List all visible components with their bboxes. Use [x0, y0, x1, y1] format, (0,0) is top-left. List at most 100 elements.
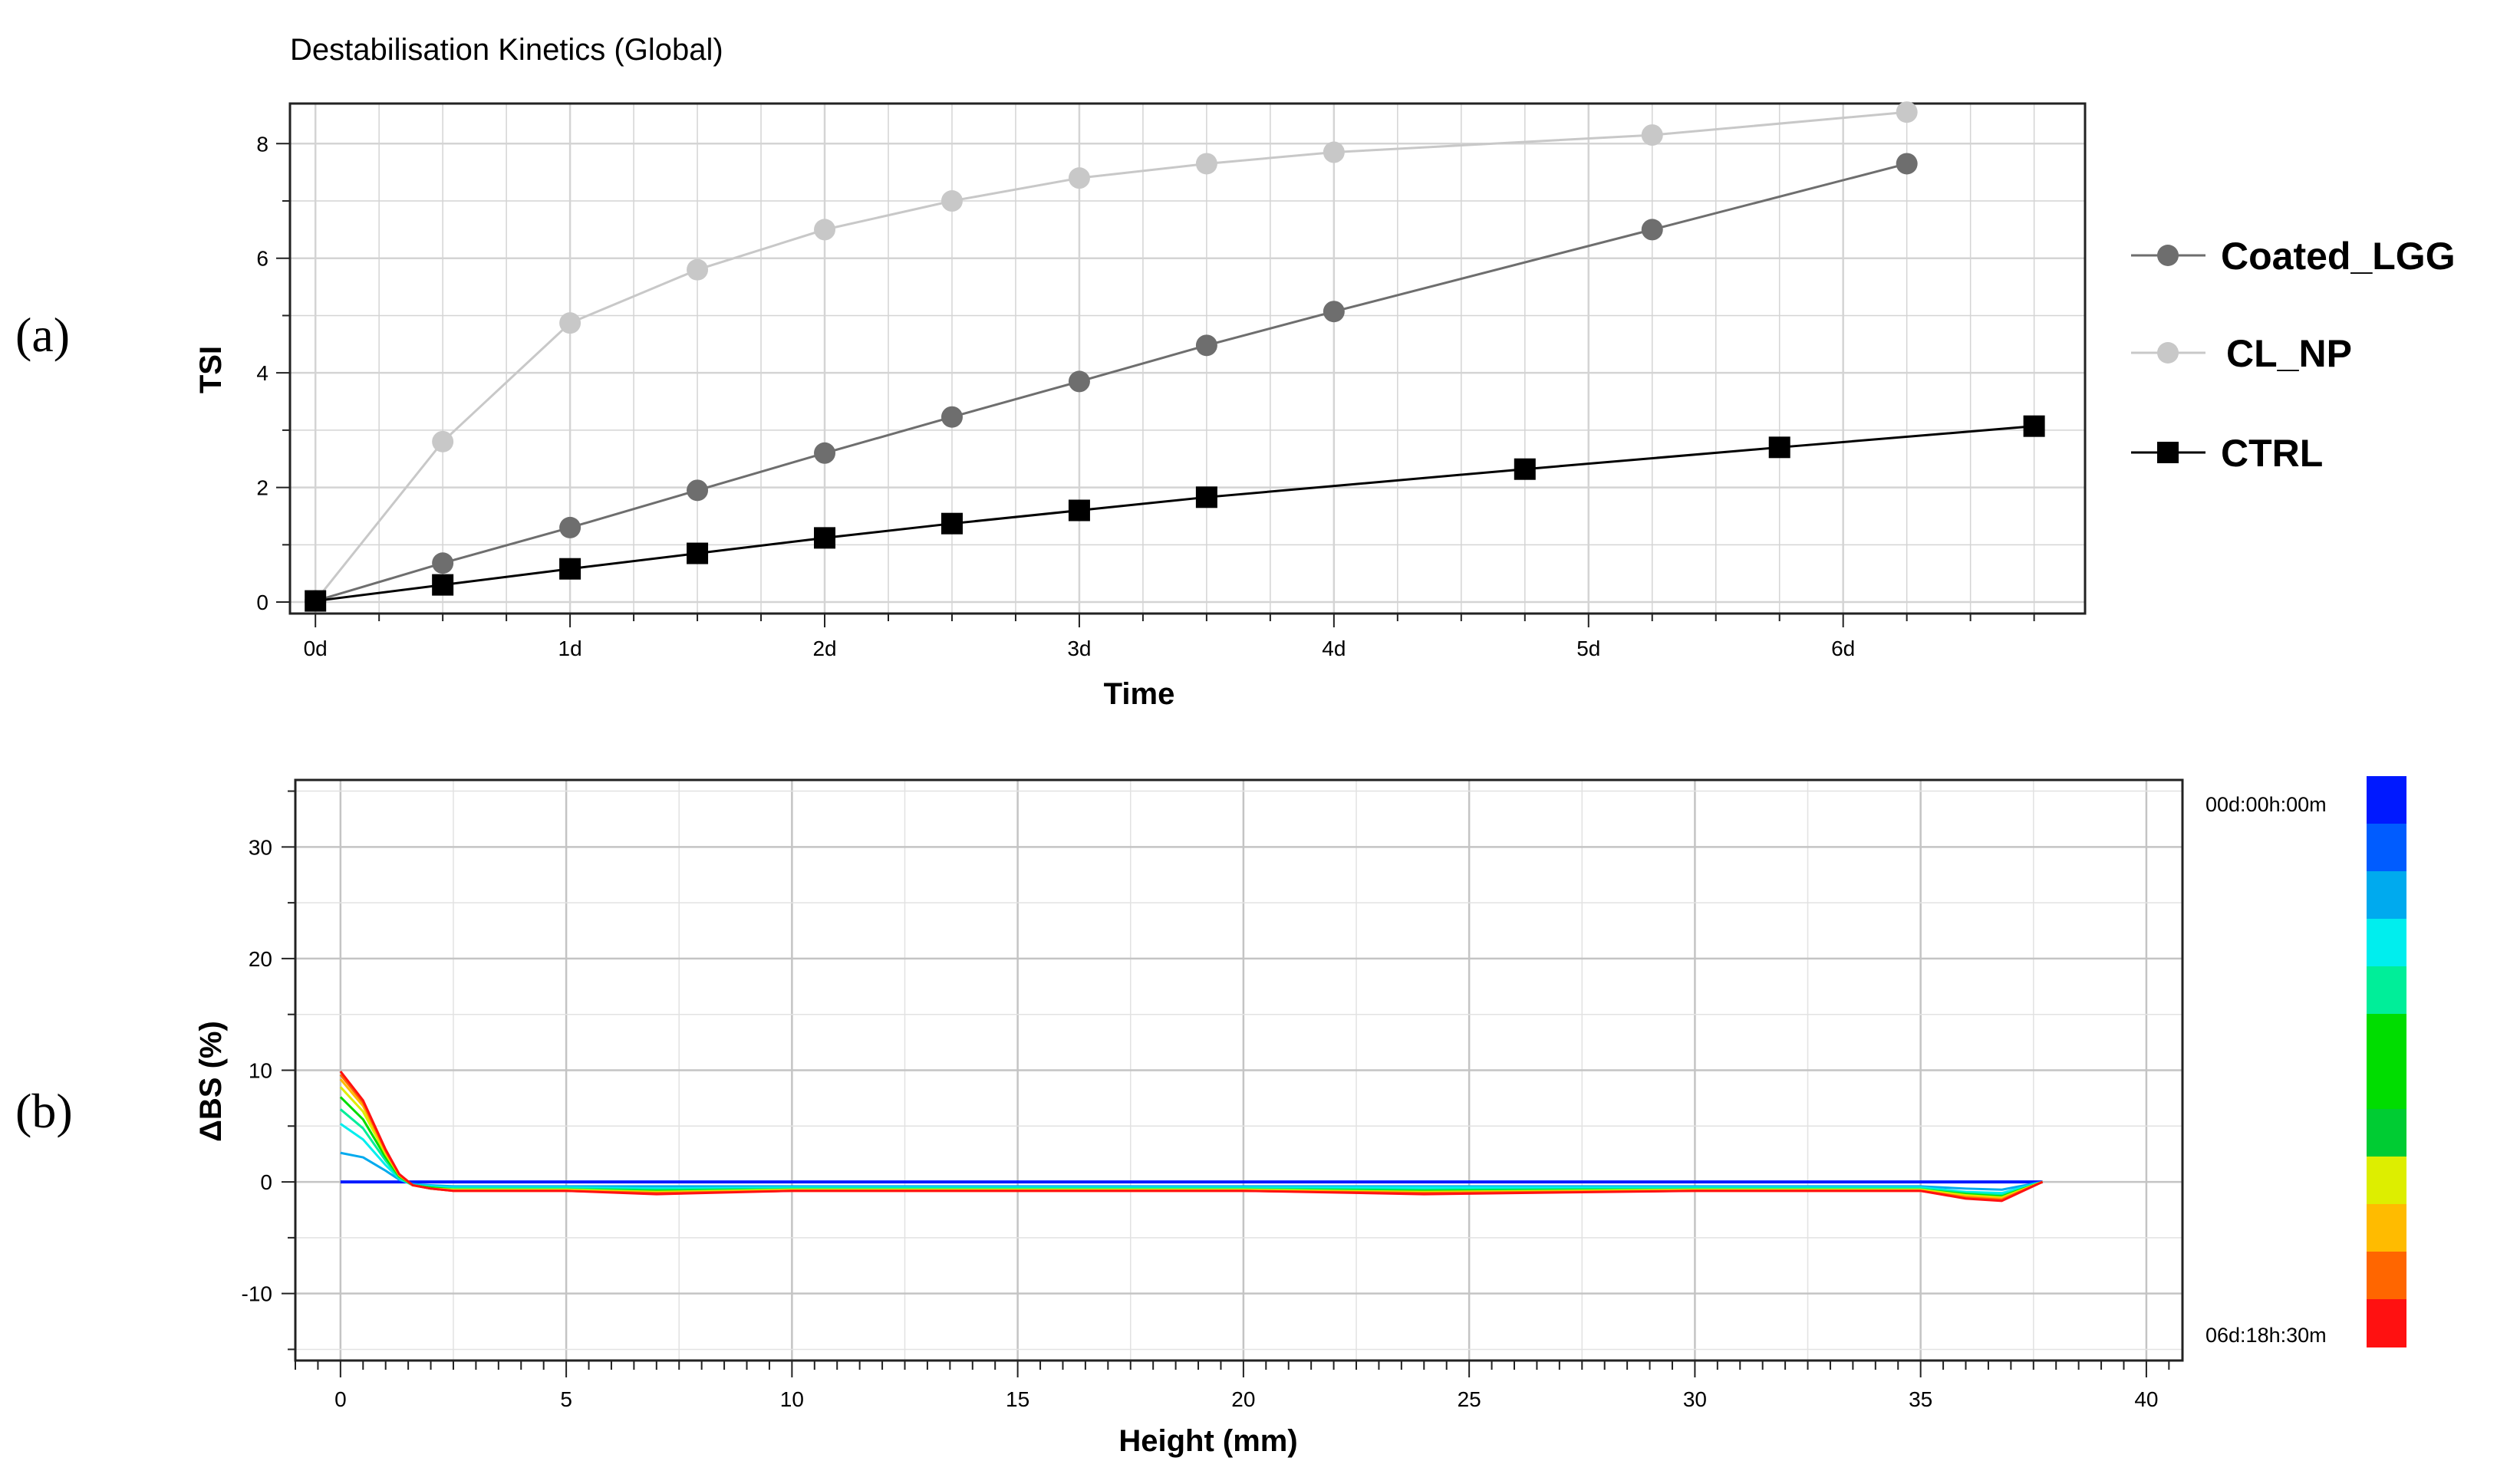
data-point-cl-np [940, 190, 963, 212]
chart-b-x-tick-label: 30 [1683, 1387, 1707, 1411]
chart-a-y-tick-label: 0 [256, 591, 268, 614]
data-point-ctrl [559, 558, 581, 580]
chart-a-x-tick-label: 0d [304, 637, 328, 660]
series-ctrl [305, 415, 2045, 612]
panel-label-a: (a) [15, 308, 70, 362]
chart-b-x-tick-label: 20 [1231, 1387, 1255, 1411]
colorbar-end-label: 06d:18h:30m [2205, 1324, 2327, 1347]
colorbar-swatch [2367, 871, 2406, 920]
legend-item-cl-np: CL_NP [2131, 332, 2352, 375]
chart-a-x-tick-label: 5d [1576, 637, 1600, 660]
legend-label-ctrl: CTRL [2221, 432, 2323, 475]
chart-a-y-tick-label: 8 [256, 132, 268, 156]
chart-b-y-tick-label: 0 [260, 1170, 272, 1194]
panel-label-b: (b) [15, 1084, 73, 1138]
chart-a-series [305, 101, 2045, 612]
chart-b-y-tick-label: 20 [249, 947, 272, 971]
chart-a-x-tick-label: 3d [1067, 637, 1091, 660]
data-point-coated-lgg [1896, 153, 1918, 175]
data-point-ctrl [1195, 486, 1217, 508]
data-point-ctrl [687, 542, 709, 564]
colorbar-swatch [2367, 919, 2406, 967]
legend-item-coated-lgg: Coated_LGG [2131, 235, 2456, 278]
chart-b-x-tick-label: 40 [2134, 1387, 2158, 1411]
chart-b-x-tick-label: 35 [1909, 1387, 1932, 1411]
chart-a-x-tick-label: 2d [812, 637, 836, 660]
chart-b-x-tick-label: 25 [1458, 1387, 1481, 1411]
data-point-cl-np [814, 219, 836, 241]
data-point-ctrl [1514, 458, 1536, 480]
chart-a-x-tick-label: 6d [1831, 637, 1855, 660]
chart-b-y-tick-label: 10 [249, 1059, 272, 1083]
legend-marker-coated-lgg [2157, 245, 2179, 266]
chart-b: 0 5 10 15 20 25 30 35 40 -10 0 10 20 30 Height (mm) Δ… [194, 776, 2406, 1458]
data-point-coated-lgg [1641, 219, 1663, 241]
data-point-cl-np [1323, 141, 1345, 163]
data-point-ctrl [1068, 499, 1090, 522]
time-colorbar: 00d:00h:00m 06d:18h:30m [2205, 776, 2406, 1347]
colorbar-swatch [2367, 966, 2406, 1015]
chart-b-ticks: 0 5 10 15 20 25 30 35 40 -10 0 10 20 30 [242, 790, 2170, 1411]
chart-a-y-tick-label: 6 [256, 247, 268, 271]
data-point-cl-np [687, 258, 709, 281]
chart-a-plot-frame [288, 102, 2087, 615]
chart-a-title: Destabilisation Kinetics (Global) [290, 33, 723, 67]
data-point-cl-np [1195, 153, 1217, 175]
chart-a-x-tick-label: 4d [1322, 637, 1346, 660]
series-cl-np [305, 101, 1918, 612]
data-point-ctrl [1768, 436, 1790, 459]
series-coated-lgg [305, 153, 1918, 612]
profile-line-1 [340, 1151, 2043, 1191]
chart-b-x-axis-label: Height (mm) [1118, 1424, 1297, 1458]
chart-b-x-tick-label: 0 [334, 1387, 347, 1411]
series-line-coated-lgg [315, 163, 1908, 602]
chart-a-grid [290, 104, 2085, 614]
data-point-ctrl [814, 527, 836, 549]
chart-a-y-tick-label: 2 [256, 476, 268, 500]
legend-marker-cl-np [2157, 342, 2179, 364]
data-point-coated-lgg [687, 479, 709, 502]
colorbar-swatch [2367, 824, 2406, 872]
colorbar-swatch [2367, 776, 2406, 824]
colorbar-swatch [2367, 1014, 2406, 1062]
data-point-coated-lgg [940, 406, 963, 428]
profile-line-8 [339, 1071, 2044, 1203]
chart-a-x-axis-label: Time [1104, 677, 1175, 711]
chart-a: Destabilisation Kinetics (Global) 0d 1d 2d… [194, 33, 2456, 711]
chart-b-x-tick-label: 5 [560, 1387, 572, 1411]
data-point-ctrl [305, 590, 327, 612]
chart-a-y-tick-label: 4 [256, 361, 268, 385]
chart-a-x-tick-label: 1d [558, 637, 582, 660]
data-point-cl-np [1896, 101, 1918, 123]
data-point-coated-lgg [432, 552, 454, 574]
data-point-coated-lgg [1195, 334, 1217, 357]
chart-b-y-tick-label: 30 [249, 835, 272, 859]
data-point-coated-lgg [1323, 301, 1345, 323]
colorbar-swatch [2367, 1109, 2406, 1157]
data-point-cl-np [1641, 124, 1663, 146]
chart-b-y-axis-label: ΔBS (%) [194, 1021, 228, 1142]
data-point-cl-np [1068, 167, 1090, 189]
colorbar-swatch [2367, 1252, 2406, 1300]
colorbar-swatch [2367, 1299, 2406, 1347]
chart-a-legend: Coated_LGG CL_NP CTRL [2131, 235, 2456, 475]
data-point-cl-np [559, 312, 581, 334]
legend-label-cl-np: CL_NP [2226, 332, 2352, 375]
data-point-coated-lgg [1068, 370, 1090, 393]
chart-b-y-tick-label: -10 [242, 1282, 272, 1306]
legend-label-coated-lgg: Coated_LGG [2221, 235, 2456, 278]
chart-b-grid [295, 780, 2182, 1361]
data-point-ctrl [940, 512, 963, 535]
colorbar-swatches [2367, 776, 2406, 1347]
data-point-ctrl [432, 574, 454, 596]
colorbar-swatch [2367, 1204, 2406, 1252]
chart-b-series [339, 1071, 2044, 1203]
chart-b-x-tick-label: 10 [780, 1387, 804, 1411]
chart-a-y-axis-label: TSI [194, 346, 228, 393]
data-point-ctrl [2023, 415, 2045, 437]
series-line-cl-np [315, 110, 1907, 602]
colorbar-swatch [2367, 1157, 2406, 1205]
data-point-cl-np [432, 430, 454, 452]
colorbar-start-label: 00d:00h:00m [2205, 793, 2327, 816]
